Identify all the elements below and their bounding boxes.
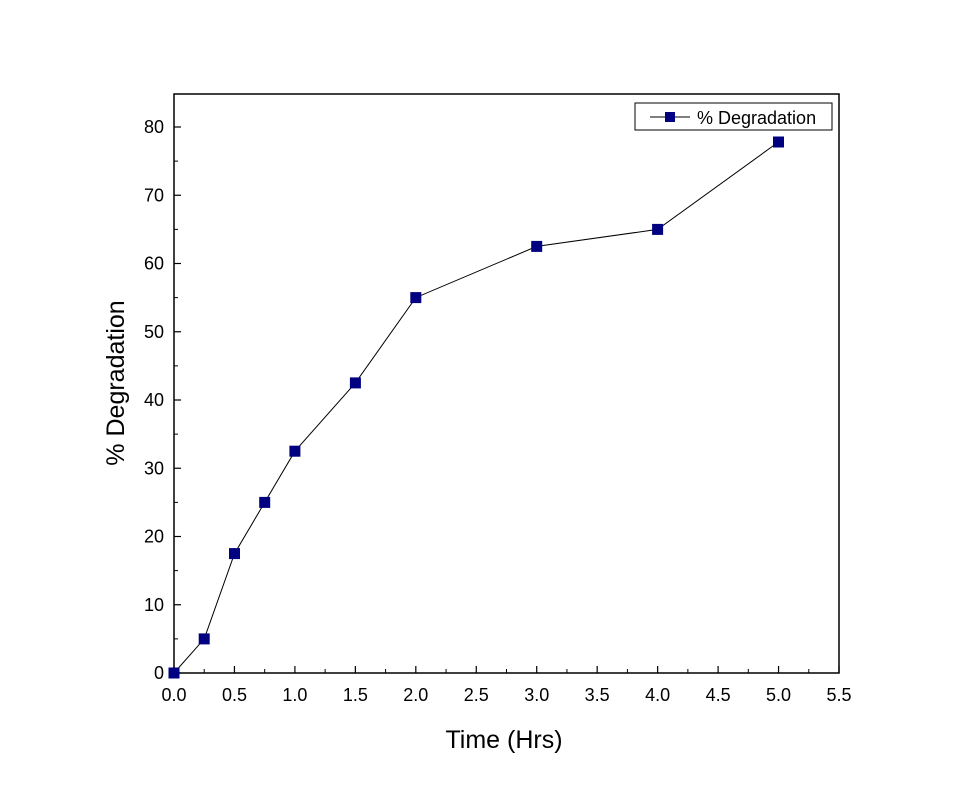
x-tick-label: 3.5 — [585, 685, 610, 705]
x-tick-label: 2.5 — [464, 685, 489, 705]
y-tick-label: 0 — [154, 663, 164, 683]
y-tick-label: 40 — [144, 390, 164, 410]
data-point — [198, 633, 210, 645]
x-tick-label: 1.0 — [282, 685, 307, 705]
legend: % Degradation — [634, 102, 833, 131]
y-tick-label: 10 — [144, 595, 164, 615]
legend-marker — [665, 112, 675, 122]
data-point — [259, 496, 271, 508]
data-point — [652, 223, 664, 235]
y-tick-label: 50 — [144, 322, 164, 342]
x-tick-label: 2.0 — [403, 685, 428, 705]
y-tick-label: 80 — [144, 117, 164, 137]
data-point — [168, 667, 180, 679]
x-tick-label: 5.0 — [766, 685, 791, 705]
x-tick-label: 0.0 — [161, 685, 186, 705]
data-point — [531, 240, 543, 252]
x-axis: 0.0 0.5 1.0 1.5 2.0 2.5 3.0 3.5 4.0 4.5 5.0 5.5 — [161, 666, 852, 705]
x-tick-label: 0.5 — [222, 685, 247, 705]
y-axis-title: % Degradation — [102, 300, 130, 465]
series-line — [173, 141, 779, 674]
series-markers — [168, 136, 784, 679]
data-point — [229, 548, 240, 560]
y-tick-label: 20 — [144, 527, 164, 547]
y-axis: 0 10 20 30 40 50 60 70 80 — [144, 117, 181, 683]
plot-frame — [173, 93, 840, 674]
x-tick-label: 4.0 — [645, 685, 670, 705]
y-tick-label: 30 — [144, 458, 164, 478]
data-point — [289, 445, 301, 457]
y-tick-label: 70 — [144, 185, 164, 205]
data-point — [773, 136, 784, 148]
x-tick-label: 5.5 — [826, 685, 851, 705]
x-axis-title: Time (Hrs) — [445, 726, 562, 754]
data-point — [349, 377, 361, 389]
y-tick-label: 60 — [144, 254, 164, 274]
x-tick-label: 1.5 — [343, 685, 368, 705]
x-tick-label: 3.0 — [524, 685, 549, 705]
x-tick-label: 4.5 — [706, 685, 731, 705]
data-point — [410, 292, 422, 304]
legend-label: % Degradation — [697, 108, 816, 128]
